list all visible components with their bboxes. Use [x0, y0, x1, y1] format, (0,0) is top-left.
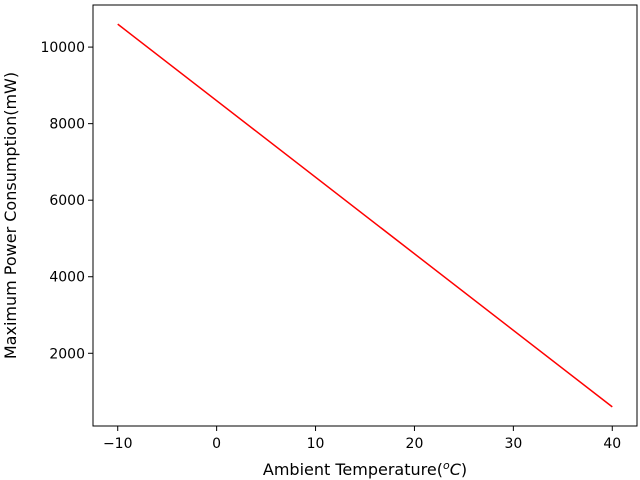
x-tick-label: 20: [406, 436, 424, 452]
series-line: [117, 23, 613, 408]
x-tick-label: 30: [504, 436, 522, 452]
x-tick-label: 0: [212, 436, 221, 452]
x-axis-label-unit: C: [450, 460, 462, 479]
x-axis-label-text: Ambient Temperature(: [263, 460, 443, 479]
y-tick-label: 8000: [49, 117, 85, 133]
x-axis-ticks: −10 0 10 20 30 40: [103, 426, 621, 452]
series-layer: [117, 23, 613, 408]
y-tick-label: 2000: [49, 346, 85, 362]
y-tick-label: 10000: [40, 40, 85, 56]
x-axis-label-superscript: o: [443, 459, 450, 472]
y-axis-label: Maximum Power Consumption(mW): [1, 72, 20, 359]
x-axis-label-close: ): [461, 460, 467, 479]
y-tick-label: 6000: [49, 193, 85, 209]
y-axis-ticks: 2000 4000 6000 8000 10000: [40, 40, 93, 362]
plot-frame: [92, 4, 638, 427]
x-tick-label: 40: [603, 436, 621, 452]
x-tick-label: −10: [103, 436, 133, 452]
x-tick-label: 10: [307, 436, 325, 452]
x-axis-label: Ambient Temperature(oC): [263, 459, 467, 479]
y-tick-label: 4000: [49, 270, 85, 286]
